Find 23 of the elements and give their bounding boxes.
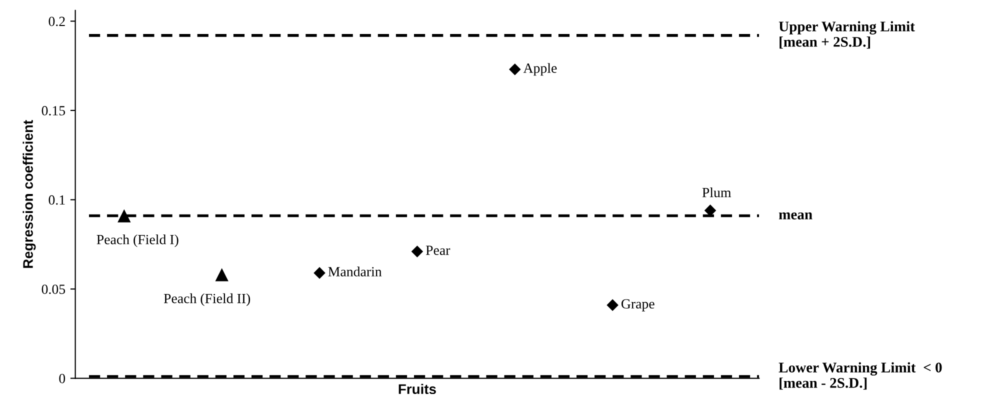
data-label: Peach (Field I): [96, 234, 178, 248]
y-tick-label: 0: [59, 374, 66, 384]
data-label: Grape: [621, 299, 654, 312]
y-axis-title: Regression coefficient: [22, 120, 36, 268]
data-label: Plum: [702, 187, 732, 198]
point: [314, 267, 326, 279]
y-tick-label: 0.2: [48, 16, 65, 26]
y-tick-label: 0.15: [42, 106, 66, 116]
y-tick-label: 0.05: [42, 284, 66, 294]
data-label: Pear: [426, 246, 450, 255]
ref-line-label: Lower Warning Limit < 0 [mean - 2S.D.]: [778, 362, 942, 390]
x-axis-title: Fruits: [398, 384, 436, 394]
ref-line-label: Upper Warning Limit [mean + 2S.D.]: [778, 21, 915, 49]
point: [606, 299, 618, 311]
point: [118, 209, 131, 222]
point: [509, 63, 521, 76]
ref-line-label: mean: [778, 212, 812, 220]
data-label: Peach (Field II): [164, 293, 250, 306]
data-label: Apple: [523, 63, 557, 76]
y-tick-label: 0.1: [48, 195, 65, 205]
data-label: Mandarin: [328, 266, 382, 276]
point: [215, 268, 228, 282]
point: [411, 246, 424, 258]
